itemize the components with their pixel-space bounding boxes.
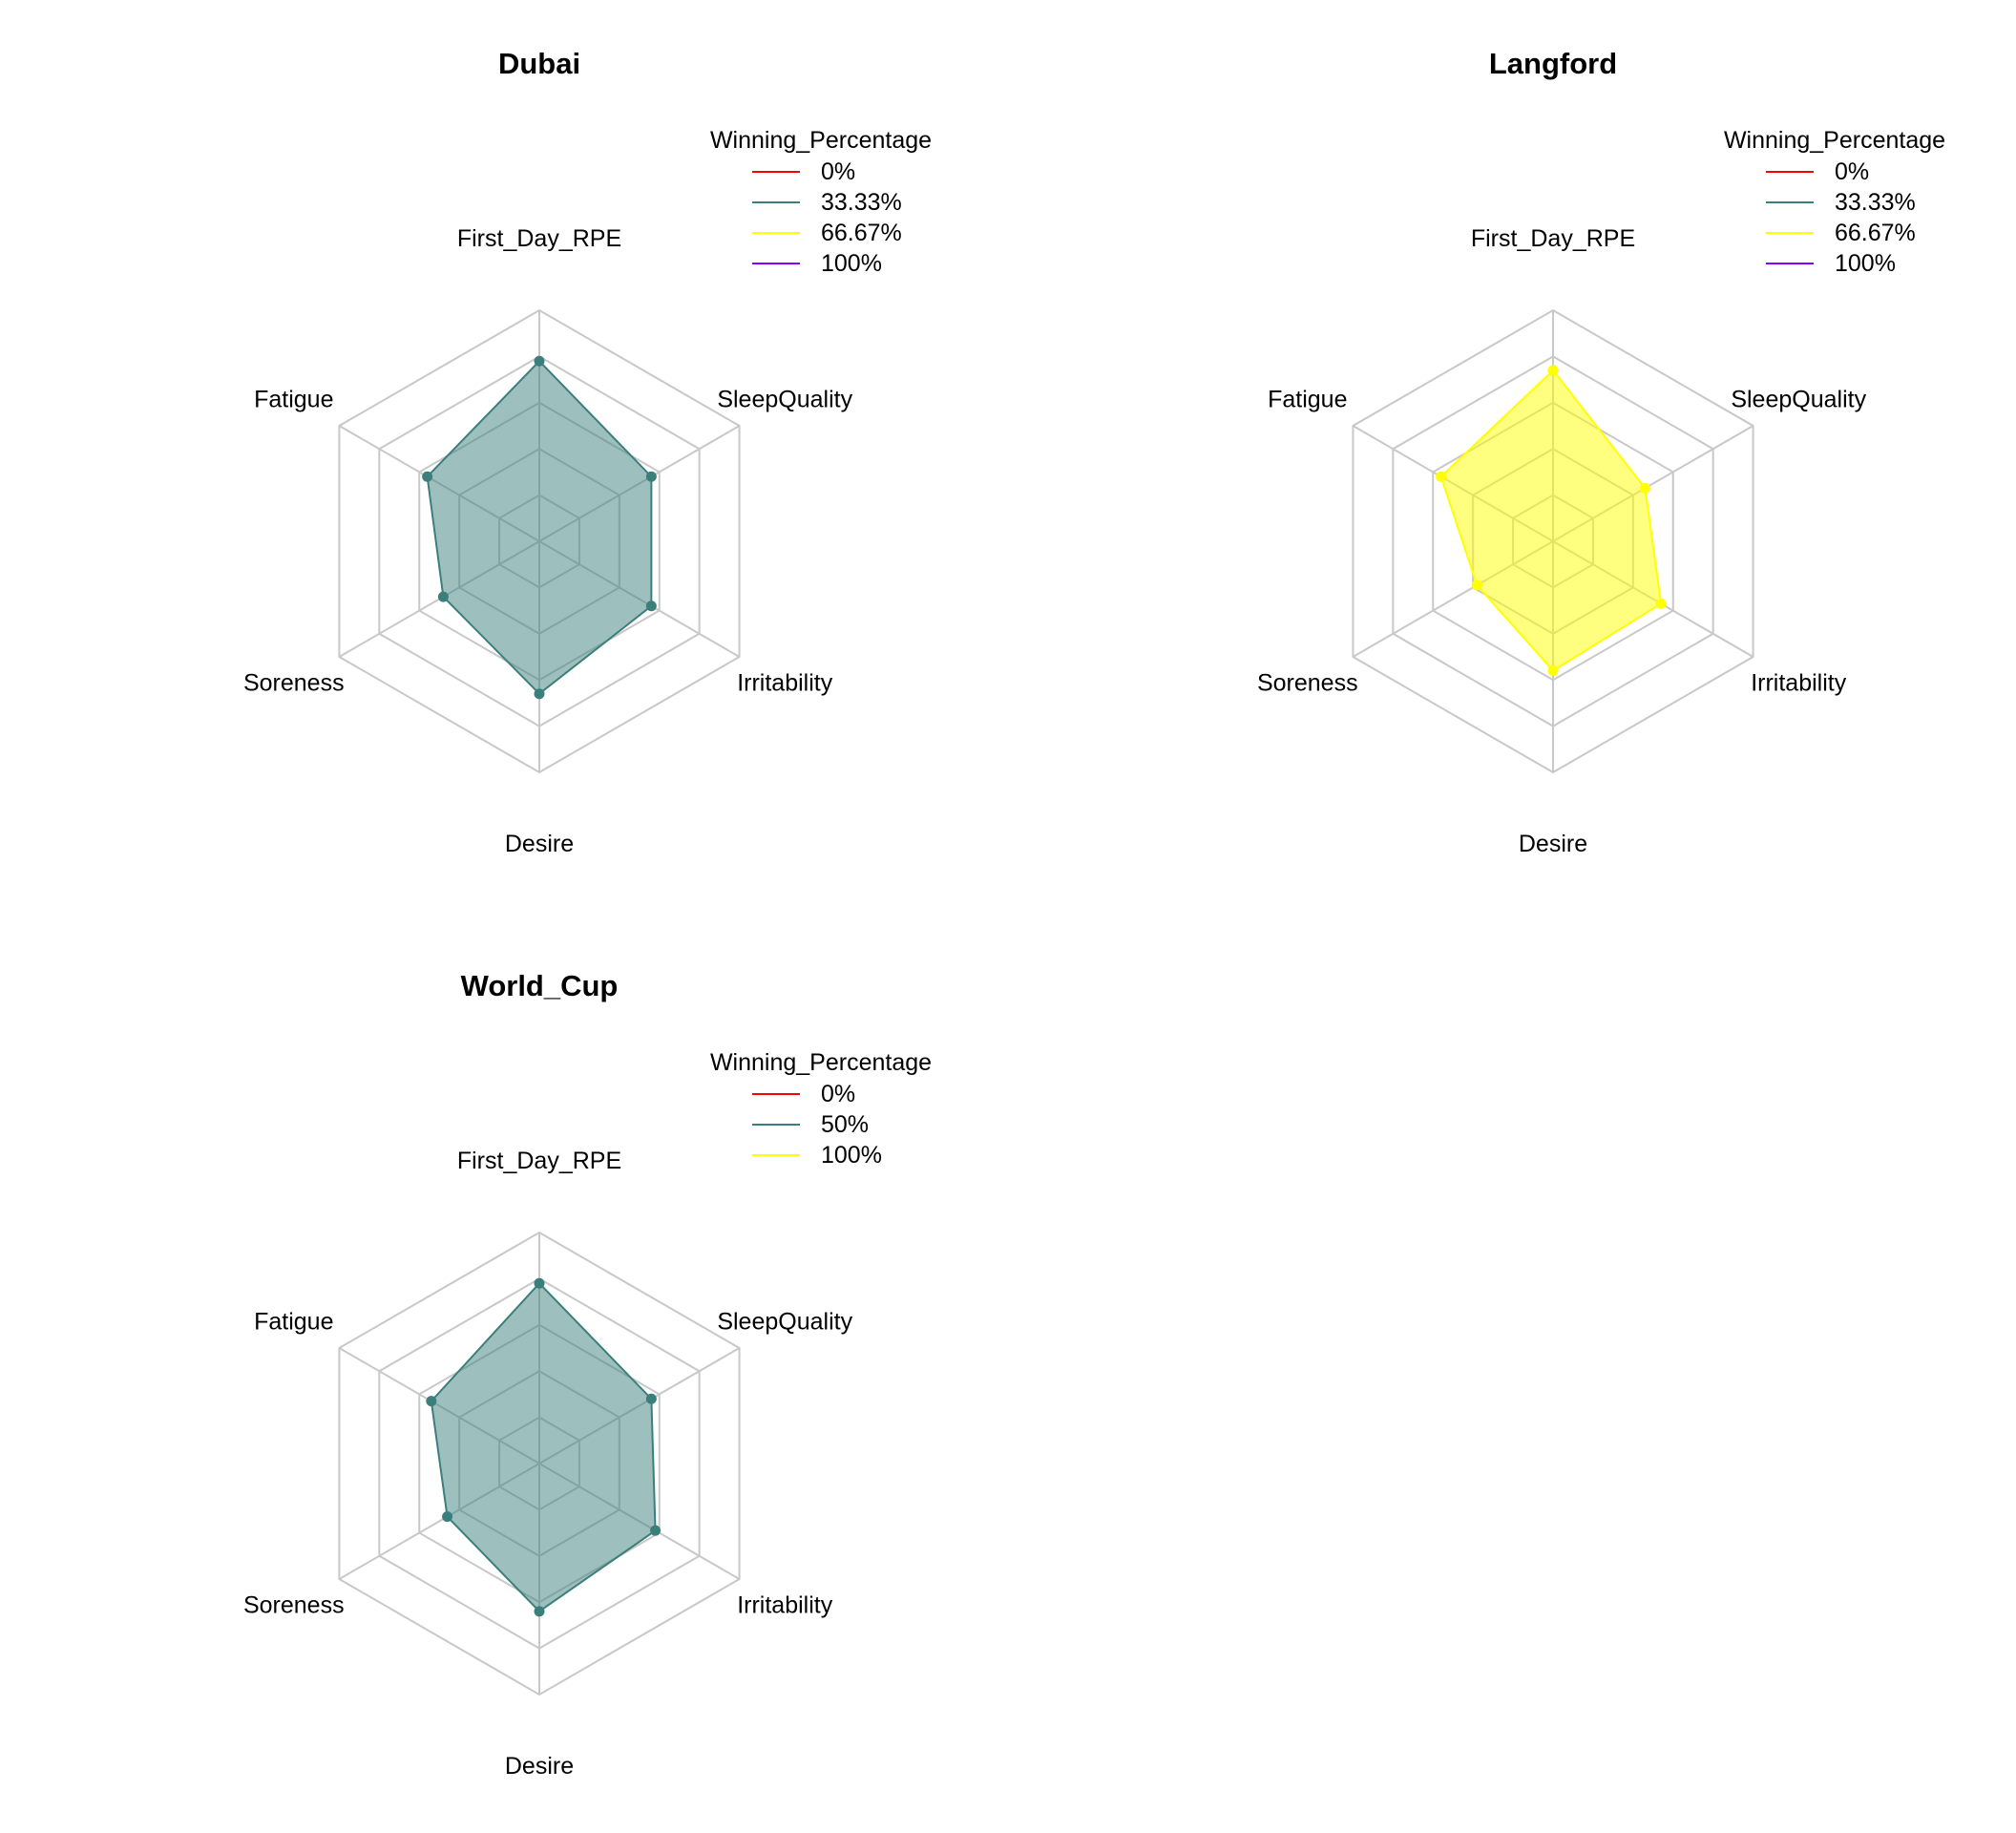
axis-label-first-day-rpe: First_Day_RPE [1471,225,1635,252]
legend-entry-66-67: 66.67% [752,220,902,246]
series-polygon [430,1281,657,1613]
series-polygon [1439,369,1663,672]
data-point-fatigue [1436,471,1447,482]
legend-label: 66.67% [821,220,902,246]
data-point-sleepquality [645,1393,657,1404]
legend-label: 100% [821,1142,882,1169]
legend-label: 0% [1835,158,1869,185]
data-point-soreness [442,1511,453,1523]
axis-label-sleepquality: SleepQuality [717,387,852,413]
radar-panel-world-cup: World_Cup First_Day_RPE SleepQuality Irrita… [243,969,932,1780]
legend-label: 33.33% [821,189,902,216]
radar-panel-dubai: Dubai First_Day_RPE SleepQuality Irritabili… [243,47,932,857]
legend-entry-33-33: 33.33% [752,189,902,216]
legend-entry-0: 0% [1766,158,1869,185]
data-point-fatigue [422,471,433,482]
legend-title: Winning_Percentage [1724,127,1945,154]
axis-label-soreness: Soreness [243,670,345,697]
legend-label: 0% [821,158,855,185]
legend-label: 66.67% [1835,220,1916,246]
data-point-desire [534,688,545,700]
legend-label: 0% [821,1081,855,1107]
axis-label-fatigue: Fatigue [254,387,333,413]
data-point-desire [1547,665,1559,677]
legend-label: 100% [1835,250,1896,277]
data-point-sleepquality [645,471,657,482]
legend-label: 100% [821,250,882,277]
axis-label-first-day-rpe: First_Day_RPE [457,225,621,252]
data-point-first-day-rpe [534,355,545,367]
axis-label-desire: Desire [505,831,574,857]
panel-title: Dubai [498,47,580,80]
axis-label-irritability: Irritability [737,1592,833,1619]
axis-label-sleepquality: SleepQuality [717,1309,852,1336]
axis-label-sleepquality: SleepQuality [1731,387,1866,413]
axis-label-irritability: Irritability [1751,670,1847,697]
legend-entry-0: 0% [752,1081,855,1107]
axis-label-irritability: Irritability [737,670,833,697]
radar-panel-langford: Langford First_Day_RPE SleepQuality Irritab… [1257,47,1945,857]
data-point-soreness [1471,579,1482,591]
axis-label-soreness: Soreness [1257,670,1358,697]
data-point-soreness [437,591,449,602]
panel-title: Langford [1489,47,1617,80]
data-point-sleepquality [1639,482,1650,494]
data-point-irritability [1655,598,1667,609]
panel-title: World_Cup [461,969,619,1002]
legend-entry-100: 100% [752,1142,882,1169]
legend-label: 50% [821,1111,869,1138]
axis-label-fatigue: Fatigue [254,1309,333,1336]
axis-label-desire: Desire [1519,831,1587,857]
legend-entry-100: 100% [752,250,882,277]
legend-entry-33-33: 33.33% [1766,189,1916,216]
legend-label: 33.33% [1835,189,1916,216]
axis-label-soreness: Soreness [243,1592,345,1619]
legend-entry-100: 100% [1766,250,1896,277]
axis-label-fatigue: Fatigue [1268,387,1347,413]
data-point-desire [534,1606,545,1617]
data-point-first-day-rpe [1547,365,1559,376]
axis-label-desire: Desire [505,1753,574,1780]
data-point-irritability [650,1525,662,1536]
data-point-first-day-rpe [534,1277,545,1289]
legend-title: Winning_Percentage [710,1049,932,1076]
data-point-fatigue [426,1396,437,1407]
data-point-irritability [645,600,657,612]
legend-entry-66-67: 66.67% [1766,220,1916,246]
series-polygon [426,359,653,696]
legend-title: Winning_Percentage [710,127,932,154]
axis-label-first-day-rpe: First_Day_RPE [457,1148,621,1174]
legend-entry-0: 0% [752,158,855,185]
legend-entry-50: 50% [752,1111,869,1138]
